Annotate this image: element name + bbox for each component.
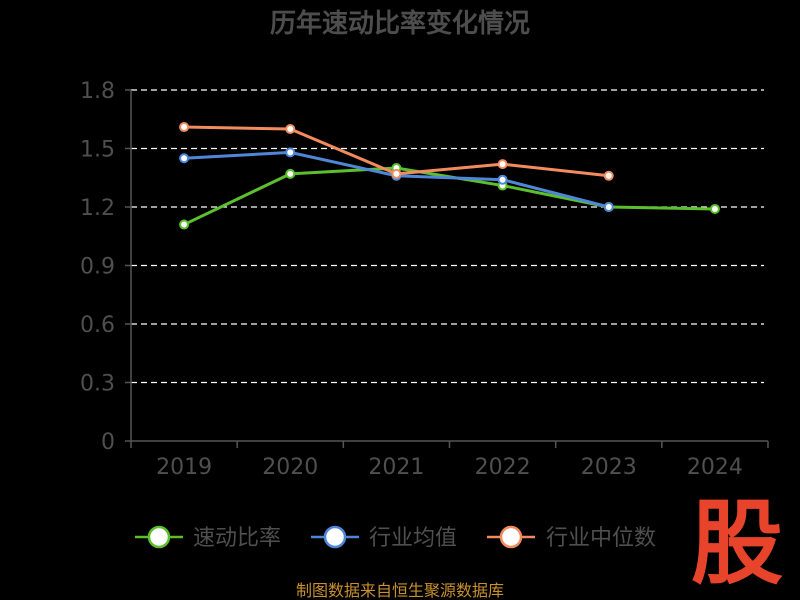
data-point[interactable] — [497, 174, 508, 185]
x-tick-labels: 2019 2020 2021 2022 2023 2024 — [156, 455, 743, 480]
legend[interactable]: 速动比率 行业均值 行业中位数 — [135, 525, 656, 551]
legend-item[interactable]: 行业均值 — [311, 525, 457, 551]
data-point[interactable] — [391, 168, 402, 179]
x-tick-label: 2022 — [475, 455, 531, 480]
legend-label: 行业均值 — [369, 526, 457, 551]
axes — [125, 89, 769, 448]
legend-item[interactable]: 速动比率 — [135, 525, 281, 551]
chart-title: 历年速动比率变化情况 — [270, 8, 530, 39]
data-point[interactable] — [497, 159, 508, 170]
x-tick-label: 2020 — [262, 455, 318, 480]
y-tick-label: 0.9 — [80, 255, 115, 280]
y-tick-label: 1.8 — [80, 79, 115, 104]
legend-label: 行业中位数 — [546, 526, 656, 551]
data-point[interactable] — [603, 170, 614, 181]
y-tick-label: 0.3 — [80, 372, 115, 397]
legend-item[interactable]: 行业中位数 — [487, 525, 656, 551]
data-point[interactable] — [285, 147, 296, 158]
y-tick-label: 0.6 — [80, 313, 115, 338]
y-tick-label: 1.5 — [80, 138, 115, 163]
x-tick-label: 2024 — [687, 455, 743, 480]
series-3 — [179, 122, 614, 181]
legend-marker — [499, 525, 523, 549]
legend-marker — [323, 525, 347, 549]
series-lines — [179, 122, 720, 230]
series-2 — [179, 147, 614, 212]
legend-marker — [147, 525, 171, 549]
x-tick-label: 2023 — [581, 455, 637, 480]
data-point[interactable] — [285, 168, 296, 179]
legend-label: 速动比率 — [193, 526, 281, 551]
grid-lines — [131, 89, 764, 384]
data-point[interactable] — [285, 124, 296, 134]
x-tick-label: 2021 — [368, 455, 424, 480]
y-tick-label: 0 — [101, 430, 115, 455]
source-note: 制图数据来自恒生聚源数据库 — [296, 581, 504, 600]
data-point[interactable] — [179, 153, 190, 164]
data-point[interactable] — [179, 219, 190, 230]
data-point[interactable] — [709, 203, 720, 214]
series-1 — [179, 163, 720, 230]
watermark-logo: 股 — [691, 490, 783, 597]
data-point[interactable] — [179, 122, 190, 133]
y-tick-label: 1.2 — [80, 196, 115, 221]
y-tick-labels: 0 0.3 0.6 0.9 1.2 1.5 1.8 — [80, 79, 115, 455]
data-point[interactable] — [603, 202, 614, 212]
x-tick-label: 2019 — [156, 455, 212, 480]
